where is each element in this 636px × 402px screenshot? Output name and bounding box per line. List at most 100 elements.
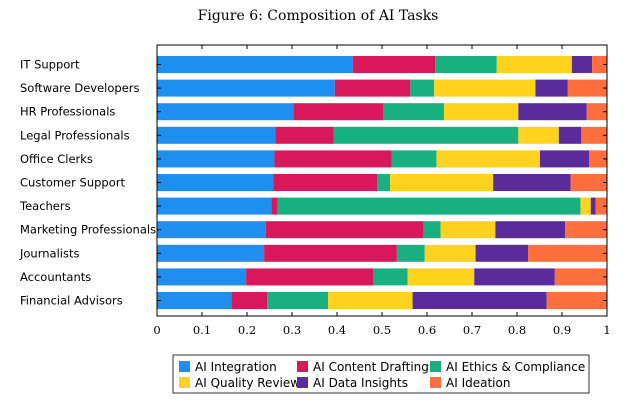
bar-segment-1-10 — [231, 292, 268, 309]
bar-segment-5-9 — [554, 268, 607, 286]
bar-segment-0-3 — [157, 126, 276, 144]
bar-segment-4-6 — [590, 197, 596, 215]
legend-label-2: AI Ethics & Compliance — [446, 360, 585, 374]
bar-segment-1-5 — [273, 174, 378, 191]
x-tick-label-4: 0.4 — [328, 323, 346, 337]
bar-segment-3-1 — [434, 79, 536, 97]
category-label-2: HR Professionals — [20, 105, 115, 119]
bar-segment-4-5 — [493, 174, 571, 191]
x-tick-label-2: 0.2 — [238, 323, 256, 337]
bar-segment-4-10 — [412, 292, 547, 309]
bar-segment-2-3 — [333, 126, 519, 144]
category-label-7: Marketing Professionals — [20, 223, 156, 237]
legend-label-4: AI Data Insights — [313, 376, 408, 390]
legend-label-0: AI Integration — [195, 360, 277, 374]
bar-segment-4-9 — [474, 268, 555, 286]
bar-segment-3-2 — [444, 103, 519, 121]
bar-segment-0-9 — [157, 268, 247, 286]
x-axis-ticks: 0 0.1 0.2 0.3 0.4 0.5 0.6 0.7 0.8 0.9 1 — [153, 45, 611, 337]
bar-segment-3-0 — [496, 56, 572, 73]
bar-segment-1-2 — [293, 103, 384, 121]
bar-segment-3-6 — [580, 197, 591, 215]
category-label-4: Office Clerks — [20, 152, 93, 166]
bar-segment-5-10 — [546, 292, 607, 309]
bar-segment-3-9 — [407, 268, 475, 286]
bar-segment-2-6 — [277, 197, 581, 215]
bar-segment-1-0 — [352, 56, 436, 73]
bar-segment-3-7 — [440, 221, 496, 239]
x-tick-label-0: 0 — [153, 323, 160, 337]
bar-segment-0-7 — [157, 221, 266, 239]
category-label-8: Journalists — [19, 246, 79, 260]
bar-segment-2-10 — [267, 292, 328, 309]
legend-swatch-2 — [430, 361, 441, 372]
bar-segment-5-3 — [581, 126, 607, 144]
chart-title: Figure 6: Composition of AI Tasks — [198, 8, 439, 24]
bar-segment-1-4 — [274, 150, 392, 168]
category-label-6: Teachers — [19, 199, 71, 213]
legend: AI Integration AI Content Drafting AI Ethi… — [172, 354, 590, 394]
x-tick-label-8: 0.8 — [508, 323, 526, 337]
legend-frame — [172, 354, 590, 394]
bar-segment-2-7 — [423, 221, 441, 239]
category-label-1: Software Developers — [20, 81, 140, 95]
bar-segment-3-8 — [424, 244, 476, 262]
bar-segment-2-4 — [391, 150, 437, 168]
bar-segment-0-8 — [157, 244, 265, 262]
bar-segment-5-4 — [589, 150, 607, 168]
category-label-9: Accountants — [20, 270, 91, 284]
bar-segment-2-0 — [435, 56, 497, 73]
bar-segment-1-9 — [246, 268, 373, 286]
legend-swatch-3 — [179, 377, 190, 388]
bar-segment-4-3 — [558, 126, 582, 144]
bar-segment-2-5 — [377, 174, 391, 191]
bar-segment-5-2 — [586, 103, 607, 121]
bar-segment-1-1 — [334, 79, 411, 97]
bar-segment-0-0 — [157, 56, 353, 73]
bar-segment-5-0 — [592, 56, 607, 73]
bar-segment-1-6 — [271, 197, 278, 215]
bar-segment-0-10 — [157, 292, 232, 309]
x-tick-label-5: 0.5 — [373, 323, 391, 337]
bar-segment-5-7 — [565, 221, 607, 239]
bar-segment-2-9 — [373, 268, 408, 286]
bar-segment-3-3 — [518, 126, 559, 144]
bar-segment-0-4 — [157, 150, 275, 168]
bar-segment-0-5 — [157, 174, 274, 191]
bar-segment-5-5 — [570, 174, 607, 191]
x-tick-label-7: 0.7 — [463, 323, 481, 337]
bar-segment-4-1 — [535, 79, 568, 97]
x-tick-label-1: 0.1 — [193, 323, 211, 337]
bar-segment-3-5 — [390, 174, 494, 191]
legend-label-5: AI Ideation — [446, 376, 510, 390]
bar-segment-5-6 — [595, 197, 607, 215]
bar-segment-4-7 — [495, 221, 566, 239]
bar-segment-1-8 — [264, 244, 397, 262]
bar-segment-0-6 — [157, 197, 272, 215]
legend-swatch-0 — [179, 361, 190, 372]
bar-segment-3-10 — [328, 292, 413, 309]
x-tick-label-9: 0.9 — [553, 323, 571, 337]
bar-segment-4-4 — [539, 150, 589, 168]
bar-segment-3-4 — [436, 150, 540, 168]
legend-swatch-4 — [297, 377, 308, 388]
category-label-3: Legal Professionals — [20, 128, 130, 142]
bar-segment-5-8 — [528, 244, 607, 262]
legend-swatch-5 — [430, 377, 441, 388]
bar-segment-0-1 — [157, 79, 335, 97]
x-tick-label-6: 0.6 — [418, 323, 436, 337]
x-tick-label-3: 0.3 — [283, 323, 301, 337]
legend-label-3: AI Quality Review — [195, 376, 300, 390]
bar-segment-2-8 — [396, 244, 425, 262]
bar-segment-2-2 — [383, 103, 445, 121]
bar-segment-1-3 — [275, 126, 334, 144]
bar-segment-0-2 — [157, 103, 294, 121]
category-label-0: IT Support — [20, 58, 80, 72]
bar-segment-4-8 — [475, 244, 529, 262]
x-tick-label-10: 1 — [603, 323, 610, 337]
legend-label-1: AI Content Drafting — [313, 360, 429, 374]
legend-swatch-1 — [297, 361, 308, 372]
bar-segment-4-0 — [571, 56, 593, 73]
category-label-5: Customer Support — [20, 176, 125, 190]
